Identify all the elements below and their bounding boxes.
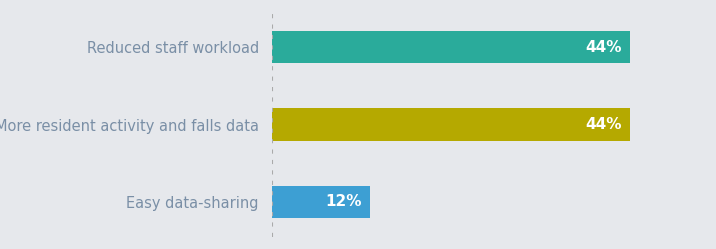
Text: 12%: 12% [325, 194, 362, 209]
Bar [272, 31, 629, 63]
Text: 44%: 44% [585, 117, 621, 132]
Bar [272, 108, 629, 141]
Bar [272, 186, 369, 218]
Text: 44%: 44% [585, 40, 621, 55]
